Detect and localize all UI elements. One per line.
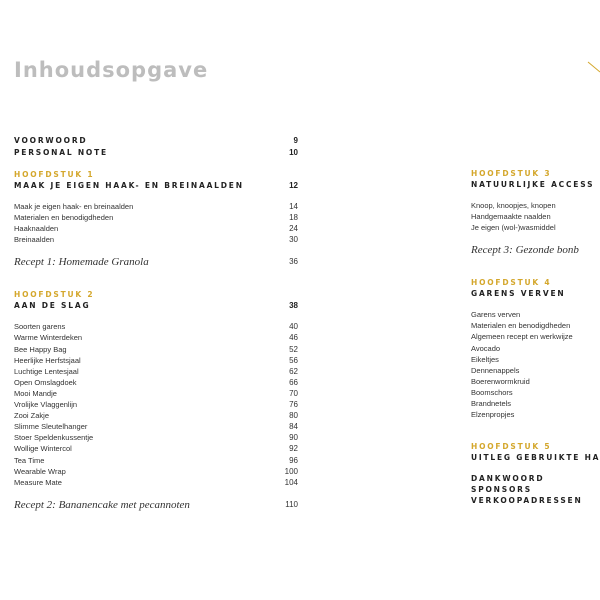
chapter-title: NATUURLIJKE ACCESS	[471, 180, 595, 189]
toc-item: Soorten garens	[14, 322, 66, 332]
page-number: 46	[289, 333, 298, 343]
page-number: 10	[289, 148, 298, 157]
back-entry: SPONSORS	[471, 485, 532, 495]
toc-item: Brandnetels	[471, 399, 512, 408]
back-entry: DANKWOORD	[471, 474, 545, 484]
page-number: 36	[289, 257, 298, 267]
recipe: Recept 3: Gezonde bonb	[471, 244, 579, 257]
chapter-number: HOOFDSTUK 1	[14, 170, 95, 179]
page-number: 100	[284, 466, 298, 476]
page-number: 9	[293, 136, 298, 145]
page-number: 52	[289, 344, 298, 354]
page-number: 92	[289, 444, 298, 454]
toc-item: Wearable Wrap	[14, 466, 66, 476]
page-number: 90	[289, 433, 298, 443]
toc-item: Luchtige Lentesjaal	[14, 366, 79, 376]
toc-title: Inhoudsopgave	[14, 58, 209, 82]
toc-item: Bee Happy Bag	[14, 344, 67, 354]
toc-item: Algemeen recept en werkwijze	[471, 332, 573, 342]
toc-item: Tea Time	[14, 455, 45, 465]
chapter-title: MAAK JE EIGEN HAAK- EN BREINAALDEN	[14, 181, 244, 190]
page-number: 30	[289, 235, 298, 245]
page-number: 104	[284, 477, 298, 487]
toc-item: Haaknaalden	[14, 224, 59, 234]
chapter-number: HOOFDSTUK 4	[471, 278, 552, 288]
page-number: 84	[289, 422, 298, 432]
chapter-title: UITLEG GEBRUIKTE HA	[471, 453, 600, 463]
page-number: 18	[289, 213, 298, 223]
page-number: 96	[289, 455, 298, 465]
toc-item: Stoer Speldenkussentje	[14, 433, 94, 443]
toc-item: Warme Winterdeken	[14, 333, 83, 343]
back-entry: VERKOOPADRESSEN	[471, 496, 583, 506]
chapter-number: HOOFDSTUK 5	[471, 442, 552, 452]
toc-item: Boerenwormkruid	[471, 376, 530, 386]
toc-item: Open Omslagdoek	[14, 377, 77, 387]
toc-item: Eikeltjes	[471, 354, 499, 364]
page-number: 76	[289, 400, 298, 409]
toc-item: Knoop, knoopjes, knopen	[471, 201, 556, 210]
toc-item: Garens verven	[471, 310, 521, 320]
toc-item: Handgemaakte naalden	[471, 212, 551, 222]
toc-item: Wollige Wintercol	[14, 444, 72, 454]
page-number: 14	[289, 202, 298, 211]
recipe: Recept 2: Bananencake met pecannoten	[14, 498, 190, 511]
toc-item: Maak je eigen haak- en breinaalden	[14, 202, 134, 211]
toc-item: Heerlijke Herfstsjaal	[14, 355, 81, 365]
chapter-number: HOOFDSTUK 2	[14, 290, 95, 300]
ornament-line	[587, 61, 600, 73]
toc-item: Boomschors	[471, 387, 513, 397]
toc-item: Slimme Sleutelhanger	[14, 422, 88, 432]
page-number: 40	[289, 322, 298, 332]
chapter-title: AAN DE SLAG	[14, 301, 91, 311]
page-number: 110	[285, 499, 298, 509]
toc-item: Avocado	[471, 343, 501, 353]
chapter-title: GARENS VERVEN	[471, 289, 566, 299]
page-number: 70	[289, 388, 298, 398]
front-entry: PERSONAL NOTE	[14, 148, 108, 157]
toc-item: Elzenpropjes	[471, 410, 515, 420]
page-number: 80	[289, 411, 298, 421]
toc-item: Mooi Mandje	[14, 388, 57, 398]
toc-item: Dennenappels	[471, 365, 520, 375]
recipe: Recept 1: Homemade Granola	[14, 256, 149, 269]
toc-item: Measure Mate	[14, 477, 62, 487]
chapter-number: HOOFDSTUK 3	[471, 169, 552, 178]
toc-item: Breinaalden	[14, 235, 55, 245]
page-number: 62	[289, 366, 298, 376]
toc-item: Materialen en benodigdheden	[471, 321, 571, 331]
toc-item: Materialen en benodigdheden	[14, 213, 114, 223]
page-number: 66	[289, 377, 298, 387]
toc-item: Je eigen (wol-)wasmiddel	[471, 223, 556, 233]
toc-item: Vrolijke Vlaggenlijn	[14, 400, 78, 409]
page-number: 56	[289, 355, 298, 365]
toc-item: Zooi Zakje	[14, 411, 50, 421]
front-entry: VOORWOORD	[14, 136, 88, 145]
page-number: 24	[289, 224, 298, 234]
page-number: 12	[289, 181, 298, 190]
page-number: 38	[289, 301, 298, 311]
